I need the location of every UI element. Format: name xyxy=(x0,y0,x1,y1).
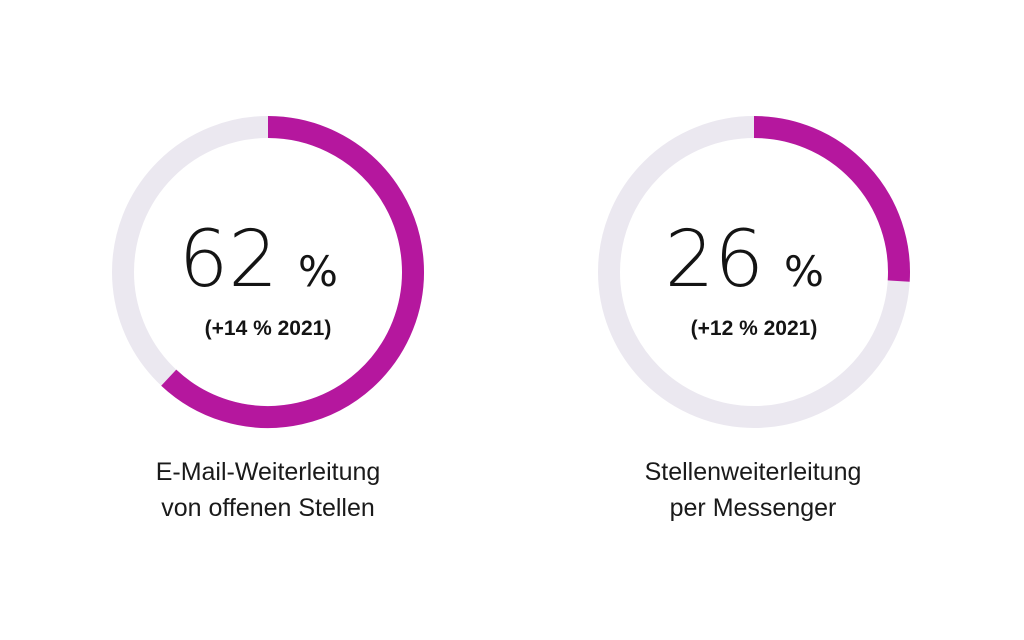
caption-line: E-Mail-Weiterleitung xyxy=(155,458,381,486)
change-vs-2021: (+14 % 2021) xyxy=(205,317,332,340)
caption-line: Stellenweiterleitung xyxy=(644,458,862,486)
percentage-unit: % xyxy=(784,247,824,296)
donut-chart-email: 62 % (+14 % 2021) xyxy=(112,116,424,428)
percentage-value: 62 xyxy=(179,215,278,305)
caption-line: von offenen Stellen xyxy=(161,494,375,522)
caption-line: per Messenger xyxy=(669,494,837,522)
donut-value-arc xyxy=(161,116,424,428)
donut-value-arc xyxy=(753,116,910,282)
change-vs-2021: (+12 % 2021) xyxy=(691,317,818,340)
percentage-value: 26 xyxy=(665,215,764,305)
chart-caption-email: E-Mail-Weiterleitung von offenen Stellen xyxy=(88,454,448,526)
donut-chart-messenger: 26 % (+12 % 2021) xyxy=(598,116,910,428)
chart-caption-messenger: Stellenweiterleitung per Messenger xyxy=(573,454,933,526)
percentage-unit: % xyxy=(298,247,338,296)
